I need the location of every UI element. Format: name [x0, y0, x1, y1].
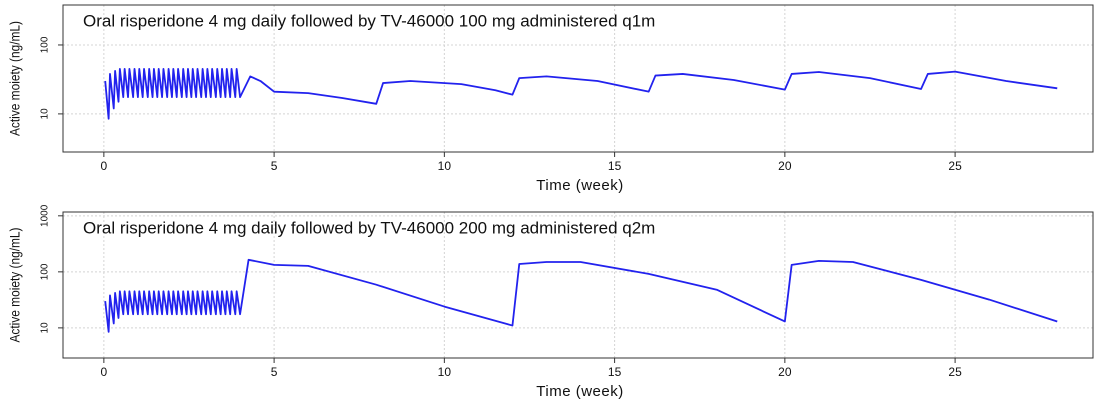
x-tick-label: 10 [438, 159, 452, 173]
y-tick-label: 1000 [40, 204, 51, 227]
y-axis-label: Active moiety (ng/mL) [7, 227, 23, 342]
data-line [104, 67, 1058, 120]
x-tick-label: 25 [948, 365, 962, 379]
panel-title: Oral risperidone 4 mg daily followed by … [83, 218, 655, 237]
y-tick-label: 100 [40, 36, 51, 53]
y-tick-label: 100 [40, 263, 51, 280]
x-tick-label: 0 [101, 159, 108, 173]
x-tick-label: 15 [608, 365, 622, 379]
data-line [104, 258, 1058, 333]
x-tick-label: 10 [438, 365, 452, 379]
x-tick-label: 0 [101, 365, 108, 379]
plot-frame [62, 211, 1094, 359]
x-axis-label: Time (week) [536, 383, 623, 400]
x-tick-label: 20 [778, 365, 792, 379]
y-axis-label: Active moiety (ng/mL) [7, 21, 23, 136]
y-tick-label: 10 [40, 108, 51, 120]
y-tick-label: 10 [40, 322, 51, 334]
x-axis-label: Time (week) [536, 177, 623, 194]
x-tick-label: 15 [608, 159, 622, 173]
x-tick-label: 25 [948, 159, 962, 173]
plot-frame [62, 4, 1094, 153]
x-tick-label: 5 [271, 159, 278, 173]
x-tick-label: 5 [271, 365, 278, 379]
panel-title: Oral risperidone 4 mg daily followed by … [83, 11, 655, 30]
x-tick-label: 20 [778, 159, 792, 173]
